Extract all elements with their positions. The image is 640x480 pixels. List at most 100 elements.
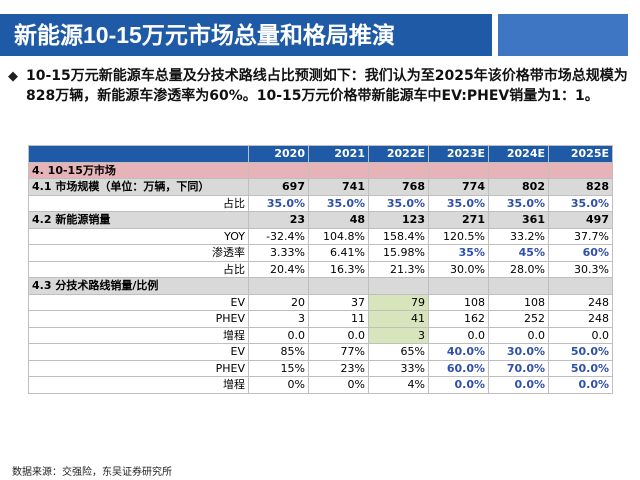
cell: 45% [488, 244, 549, 262]
table-row: 4.2 新能源销量 23 48 123 271 361 497 [28, 211, 613, 229]
row-label: 占比 [28, 194, 249, 212]
cell: 0.0 [248, 326, 309, 344]
cell: 35.0% [488, 194, 549, 212]
forecast-table: 2020 2021 2022E 2023E 2024E 2025E 4. 10-… [28, 145, 613, 394]
cell: 37 [308, 293, 369, 311]
source-note: 数据来源：交强险，东吴证券研究所 [12, 467, 172, 478]
table-row: 增程 0.0 0.0 3 0.0 0.0 0.0 [28, 326, 613, 344]
table-row: PHEV 3 11 41 162 252 248 [28, 310, 613, 328]
cell: 3 [368, 326, 429, 344]
table-row: EV 20 37 79 108 108 248 [28, 293, 613, 311]
cell: 23 [248, 211, 309, 229]
section-row: 4. 10-15万市场 [28, 161, 613, 179]
title-accent-bar [498, 14, 628, 56]
row-label: 增程 [28, 326, 249, 344]
cell: 30.0% [488, 343, 549, 361]
cell: 33% [368, 359, 429, 377]
table-row: 渗透率 3.33% 6.41% 15.98% 35% 45% 60% [28, 244, 613, 262]
cell: 20 [248, 293, 309, 311]
cell: 828 [548, 178, 613, 196]
cell: 0.0 [488, 326, 549, 344]
cell: 50.0% [548, 343, 613, 361]
year-header: 2020 [248, 145, 309, 163]
summary-text: 10-15万元新能源车总量及分技术路线占比预测如下：我们认为至2025年该价格带… [26, 68, 628, 104]
cell: 35.0% [308, 194, 369, 212]
row-label: 占比 [28, 260, 249, 278]
cell: 79 [368, 293, 429, 311]
row-label: PHEV [28, 359, 249, 377]
cell: 28.0% [488, 260, 549, 278]
cell: 70.0% [488, 359, 549, 377]
cell: 23% [308, 359, 369, 377]
cell: 108 [488, 293, 549, 311]
cell: 33.2% [488, 227, 549, 245]
cell: 0% [308, 376, 369, 394]
cell: 104.8% [308, 227, 369, 245]
cell: 0.0 [428, 326, 489, 344]
cell: 6.41% [308, 244, 369, 262]
cell: 0.0% [488, 376, 549, 394]
cell: 0.0% [548, 376, 613, 394]
cell: 774 [428, 178, 489, 196]
cell: 30.0% [428, 260, 489, 278]
year-header: 2024E [488, 145, 549, 163]
cell: 21.3% [368, 260, 429, 278]
cell: 48 [308, 211, 369, 229]
row-label: 4.1 市场规模（单位：万辆，下同） [28, 178, 249, 196]
page-title: 新能源10-15万元市场总量和格局推演 [14, 22, 395, 48]
cell: 50.0% [548, 359, 613, 377]
cell: 37.7% [548, 227, 613, 245]
cell: 85% [248, 343, 309, 361]
cell: 77% [308, 343, 369, 361]
table-row: 增程 0% 0% 4% 0.0% 0.0% 0.0% [28, 376, 613, 394]
row-label: EV [28, 293, 249, 311]
cell: 35.0% [548, 194, 613, 212]
year-header: 2021 [308, 145, 369, 163]
cell: 108 [428, 293, 489, 311]
table-row: 4.1 市场规模（单位：万辆，下同） 697 741 768 774 802 8… [28, 178, 613, 196]
table-header-row: 2020 2021 2022E 2023E 2024E 2025E [28, 145, 613, 163]
cell: 248 [548, 310, 613, 328]
cell: 15.98% [368, 244, 429, 262]
cell: 15% [248, 359, 309, 377]
cell: 11 [308, 310, 369, 328]
header-blank [28, 145, 249, 163]
cell: 16.3% [308, 260, 369, 278]
section-label: 4.3 分技术路线销量/比例 [28, 277, 249, 295]
table-row: 占比 35.0% 35.0% 35.0% 35.0% 35.0% 35.0% [28, 194, 613, 212]
cell: 252 [488, 310, 549, 328]
cell: 0.0 [308, 326, 369, 344]
cell: 20.4% [248, 260, 309, 278]
section-row: 4.3 分技术路线销量/比例 [28, 277, 613, 295]
cell: 35.0% [428, 194, 489, 212]
section-label: 4. 10-15万市场 [28, 161, 249, 179]
cell: 0.0% [428, 376, 489, 394]
cell: 0.0 [548, 326, 613, 344]
cell: 35% [428, 244, 489, 262]
cell: 40.0% [428, 343, 489, 361]
cell: 60% [548, 244, 613, 262]
row-label: YOY [28, 227, 249, 245]
cell: 248 [548, 293, 613, 311]
cell: 768 [368, 178, 429, 196]
table-row: 占比 20.4% 16.3% 21.3% 30.0% 28.0% 30.3% [28, 260, 613, 278]
cell: 4% [368, 376, 429, 394]
title-bar: 新能源10-15万元市场总量和格局推演 [0, 14, 492, 56]
year-header: 2023E [428, 145, 489, 163]
cell: 3 [248, 310, 309, 328]
row-label: 4.2 新能源销量 [28, 211, 249, 229]
table-row: YOY -32.4% 104.8% 158.4% 120.5% 33.2% 37… [28, 227, 613, 245]
cell: 35.0% [248, 194, 309, 212]
cell: 30.3% [548, 260, 613, 278]
cell: 361 [488, 211, 549, 229]
cell: 271 [428, 211, 489, 229]
cell: 35.0% [368, 194, 429, 212]
cell: 162 [428, 310, 489, 328]
cell: 0% [248, 376, 309, 394]
row-label: EV [28, 343, 249, 361]
year-header: 2022E [368, 145, 429, 163]
cell: 802 [488, 178, 549, 196]
cell: 60.0% [428, 359, 489, 377]
cell: 3.33% [248, 244, 309, 262]
cell: 497 [548, 211, 613, 229]
